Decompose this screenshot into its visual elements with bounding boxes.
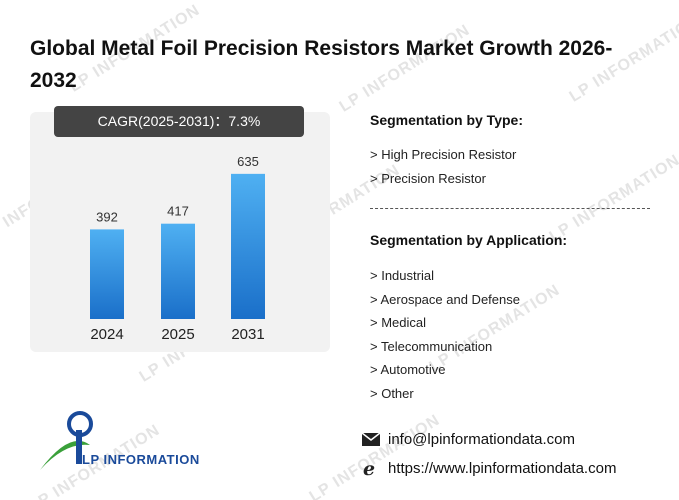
list-item: > Other [370, 385, 414, 401]
list-item: > Telecommunication [370, 338, 493, 354]
contact-email: info@lpinformationdata.com [360, 430, 575, 448]
website-link[interactable]: https://www.lpinformationdata.com [388, 459, 617, 477]
segmentation-type-title: Segmentation by Type: [370, 112, 523, 128]
bar-chart: 392 2024 417 2025 635 2031 [90, 154, 265, 343]
page-title: Global Metal Foil Precision Resistors Ma… [30, 37, 613, 92]
bar-value-label: 392 [96, 209, 118, 224]
watermark-text: LP INFORMATION [306, 411, 444, 500]
cagr-badge: CAGR(2025-2031)：7.3% [54, 106, 304, 137]
bar-2024 [90, 229, 124, 319]
logo-text: LP INFORMATION [82, 452, 200, 467]
x-tick-label: 2025 [161, 326, 194, 343]
mail-icon [360, 430, 382, 448]
list-item: > High Precision Resistor [370, 147, 517, 162]
list-item: > Industrial [370, 268, 434, 283]
logo-stem-icon [76, 430, 82, 464]
segmentation-application-title: Segmentation by Application: [370, 232, 568, 248]
svg-text:e: e [363, 458, 375, 478]
list-item: > Automotive [370, 362, 446, 377]
browser-e-icon: e [360, 458, 382, 478]
logo-swoosh-icon [40, 440, 90, 470]
bar-2025 [161, 223, 195, 319]
bar-value-label: 635 [237, 154, 259, 169]
type-list: > High Precision Resistor > Precision Re… [370, 143, 516, 190]
divider [370, 208, 650, 209]
email-link[interactable]: info@lpinformationdata.com [388, 430, 575, 448]
list-item: > Medical [370, 315, 426, 330]
contact-website: e https://www.lpinformationdata.com [360, 458, 617, 478]
list-item: > Aerospace and Defense [370, 291, 520, 307]
bar-2031 [231, 173, 265, 319]
x-tick-label: 2024 [90, 326, 123, 343]
bar-value-label: 417 [167, 204, 189, 219]
x-tick-label: 2031 [231, 326, 264, 343]
lp-information-logo [40, 411, 93, 470]
application-list: > Industrial > Aerospace and Defense > M… [370, 264, 520, 405]
list-item: > Precision Resistor [370, 170, 486, 186]
